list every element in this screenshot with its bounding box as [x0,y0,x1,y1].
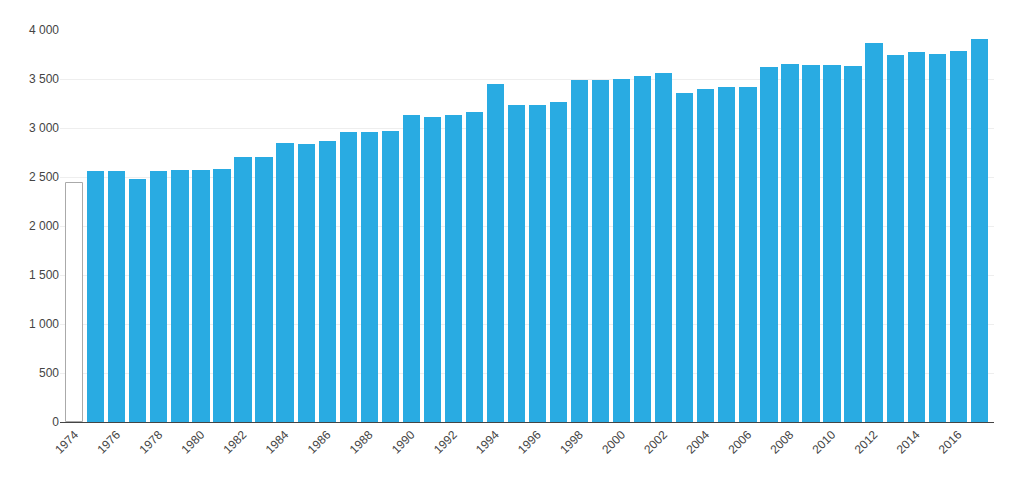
svg-text:1976: 1976 [94,428,123,457]
svg-text:1996: 1996 [515,428,544,457]
svg-text:2 000: 2 000 [29,219,59,233]
svg-text:1988: 1988 [347,428,376,457]
svg-text:1978: 1978 [136,428,165,457]
svg-text:1984: 1984 [263,428,292,457]
svg-text:2006: 2006 [725,428,754,457]
svg-text:2010: 2010 [810,428,839,457]
svg-text:2 500: 2 500 [29,170,59,184]
svg-text:1974: 1974 [52,428,81,457]
svg-text:3 500: 3 500 [29,72,59,86]
svg-text:1982: 1982 [221,428,250,457]
svg-text:2016: 2016 [936,428,965,457]
svg-text:1994: 1994 [473,428,502,457]
svg-text:2014: 2014 [894,428,923,457]
svg-text:1998: 1998 [557,428,586,457]
svg-text:1990: 1990 [389,428,418,457]
svg-text:2012: 2012 [852,428,881,457]
svg-text:2008: 2008 [768,428,797,457]
svg-text:1980: 1980 [179,428,208,457]
svg-text:2004: 2004 [683,428,712,457]
svg-text:0: 0 [52,415,59,429]
svg-text:1986: 1986 [305,428,334,457]
svg-text:1 500: 1 500 [29,268,59,282]
svg-text:3 000: 3 000 [29,121,59,135]
svg-text:4 000: 4 000 [29,23,59,37]
svg-text:2000: 2000 [599,428,628,457]
svg-text:2002: 2002 [641,428,670,457]
svg-text:1992: 1992 [431,428,460,457]
svg-text:500: 500 [39,366,59,380]
svg-text:1 000: 1 000 [29,317,59,331]
